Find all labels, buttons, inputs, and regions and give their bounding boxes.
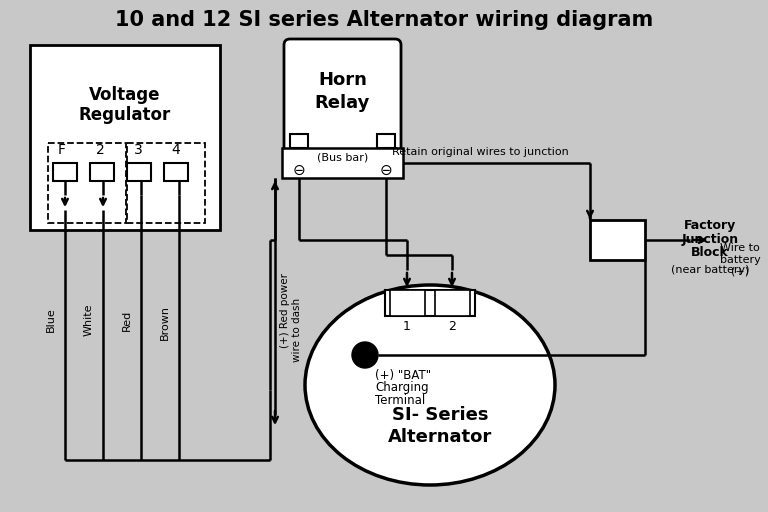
Text: battery: battery (720, 255, 760, 265)
Bar (164, 163, 188, 181)
Text: Horn: Horn (318, 71, 367, 89)
Bar (53, 163, 77, 181)
Ellipse shape (305, 285, 555, 485)
Bar (48, 143, 126, 223)
Text: (near battery): (near battery) (670, 265, 750, 275)
Bar (90, 163, 114, 181)
Text: Brown: Brown (160, 305, 170, 339)
Text: (+): (+) (731, 267, 749, 277)
Text: 2: 2 (448, 319, 456, 332)
Text: Junction: Junction (681, 232, 739, 245)
Text: 4: 4 (171, 143, 180, 157)
Text: 1: 1 (403, 319, 411, 332)
Text: F: F (58, 143, 66, 157)
Text: White: White (84, 304, 94, 336)
Bar (282, 148, 403, 178)
Text: (Bus bar): (Bus bar) (317, 152, 368, 162)
Text: Terminal: Terminal (375, 395, 425, 408)
Bar (290, 134, 308, 148)
Text: Red: Red (122, 309, 132, 331)
Text: 10 and 12 SI series Alternator wiring diagram: 10 and 12 SI series Alternator wiring di… (115, 10, 653, 30)
Text: Blue: Blue (46, 308, 56, 332)
FancyBboxPatch shape (284, 39, 401, 156)
Text: Block: Block (691, 246, 729, 260)
Text: Regulator: Regulator (79, 106, 171, 124)
Text: Wire to: Wire to (720, 243, 760, 253)
Text: ⊖: ⊖ (293, 162, 306, 178)
Text: Voltage: Voltage (89, 86, 161, 104)
Text: Alternator: Alternator (388, 428, 492, 446)
Bar (385, 290, 475, 316)
Bar (127, 143, 205, 223)
Text: ⊖: ⊖ (379, 162, 392, 178)
Text: (+) "BAT": (+) "BAT" (375, 369, 431, 381)
Text: (+) Red power: (+) Red power (280, 272, 290, 348)
Text: 2: 2 (96, 143, 104, 157)
Bar (390, 290, 425, 316)
Bar (127, 163, 151, 181)
Text: SI- Series: SI- Series (392, 406, 488, 424)
Bar (590, 220, 645, 260)
Bar (30, 45, 220, 230)
Text: Factory: Factory (684, 219, 736, 231)
Bar (435, 290, 470, 316)
Text: Relay: Relay (315, 94, 370, 112)
Bar (377, 134, 395, 148)
Text: Retain original wires to junction: Retain original wires to junction (392, 147, 568, 157)
Text: wire to dash: wire to dash (292, 298, 302, 362)
Text: 3: 3 (134, 143, 142, 157)
Text: Charging: Charging (375, 381, 429, 395)
Circle shape (352, 342, 378, 368)
